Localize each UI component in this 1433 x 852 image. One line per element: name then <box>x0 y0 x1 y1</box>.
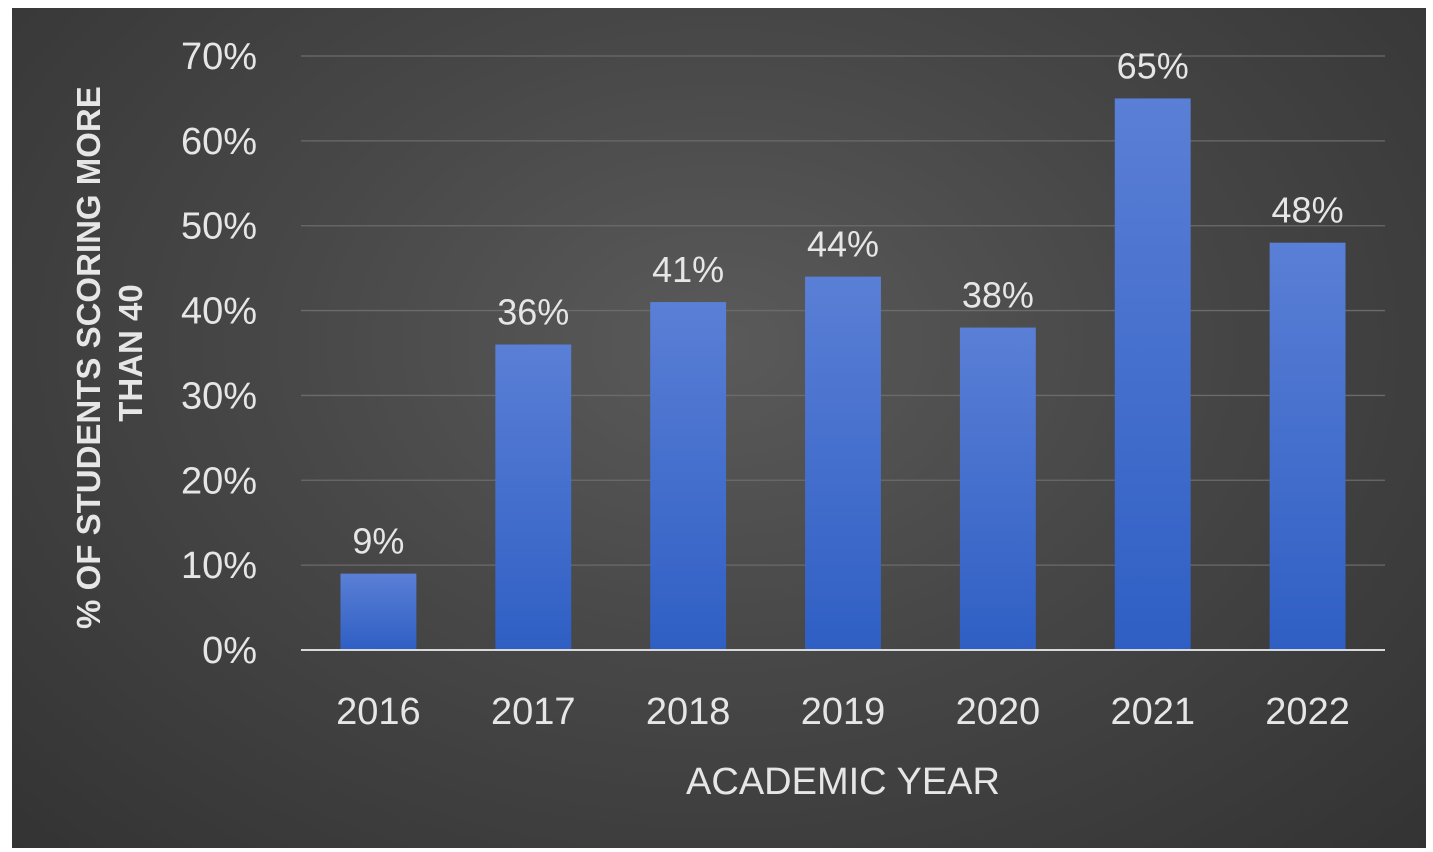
y-tick-label: 10% <box>181 545 257 587</box>
bar-2022 <box>1269 242 1346 650</box>
x-tick-label-2016: 2016 <box>336 691 421 733</box>
chart-frame: 0% 10% 20% 30% 40% 50% 60% 70% 9% 36% 41% 44% 38% 65… <box>12 8 1426 848</box>
y-tick-label: 40% <box>181 291 257 333</box>
y-axis-ticks: 0% 10% 20% 30% 40% 50% 60% 70% <box>181 36 257 672</box>
bar-2016 <box>340 573 417 650</box>
data-labels: 9% 36% 41% 44% 38% 65% 48% <box>352 45 1343 561</box>
data-label-2020: 38% <box>962 275 1034 316</box>
data-label-2021: 65% <box>1117 45 1189 86</box>
y-axis-title-line-1: % OF STUDENTS SCORING MORE <box>70 86 107 629</box>
y-axis-title-line-2: THAN 40 <box>112 284 149 422</box>
data-label-2022: 48% <box>1272 190 1344 231</box>
y-tick-label: 70% <box>181 36 257 78</box>
y-tick-label: 30% <box>181 375 257 417</box>
x-tick-label-2020: 2020 <box>956 691 1041 733</box>
bars <box>340 98 1346 650</box>
data-label-2018: 41% <box>652 249 724 290</box>
bar-2018 <box>650 302 727 650</box>
y-tick-label: 50% <box>181 206 257 248</box>
x-axis-title: ACADEMIC YEAR <box>686 761 1000 803</box>
y-tick-label: 60% <box>181 121 257 163</box>
x-axis-ticks: 2016 2017 2018 2019 2020 2021 2022 <box>336 691 1350 733</box>
data-label-2017: 36% <box>497 292 569 333</box>
x-tick-label-2017: 2017 <box>491 691 576 733</box>
bar-2021 <box>1114 98 1191 650</box>
y-tick-label: 0% <box>202 630 257 672</box>
y-tick-label: 20% <box>181 460 257 502</box>
bar-chart: 0% 10% 20% 30% 40% 50% 60% 70% 9% 36% 41% 44% 38% 65… <box>70 36 1385 803</box>
x-tick-label-2018: 2018 <box>646 691 731 733</box>
data-label-2019: 44% <box>807 224 879 265</box>
bar-2020 <box>959 327 1036 650</box>
y-axis-title: % OF STUDENTS SCORING MORE THAN 40 <box>70 77 149 629</box>
bar-2019 <box>805 276 881 650</box>
bar-2017 <box>495 344 572 650</box>
x-tick-label-2019: 2019 <box>801 691 886 733</box>
data-label-2016: 9% <box>352 521 404 562</box>
x-tick-label-2021: 2021 <box>1110 691 1195 733</box>
x-tick-label-2022: 2022 <box>1265 691 1350 733</box>
